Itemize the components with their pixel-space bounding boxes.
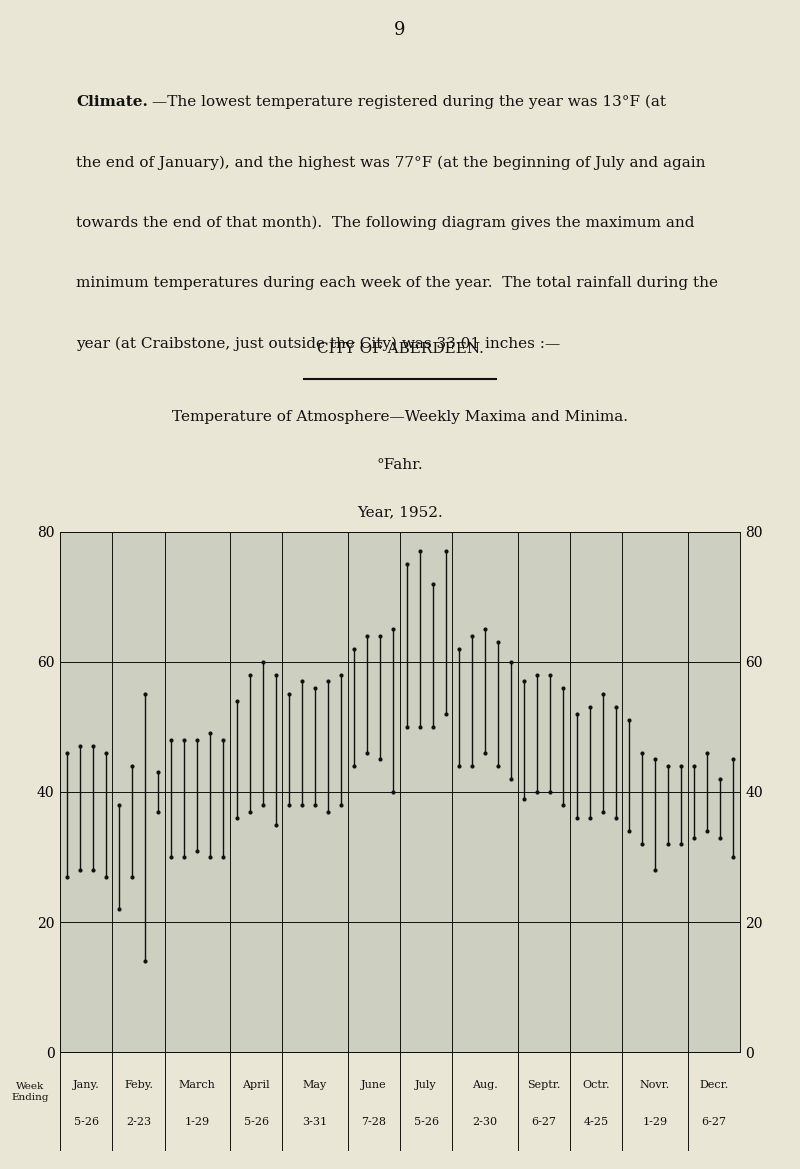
Text: 4-25: 4-25 [583, 1116, 609, 1127]
Text: 5-26: 5-26 [74, 1116, 98, 1127]
Text: the end of January), and the highest was 77°F (at the beginning of July and agai: the end of January), and the highest was… [76, 155, 706, 170]
Text: Climate.: Climate. [76, 95, 148, 109]
Text: 6-27: 6-27 [702, 1116, 726, 1127]
Text: Week
Ending: Week Ending [11, 1081, 49, 1102]
Text: 1-29: 1-29 [185, 1116, 210, 1127]
Text: 3-31: 3-31 [302, 1116, 327, 1127]
Text: Jany.: Jany. [73, 1080, 99, 1090]
Text: 5-26: 5-26 [414, 1116, 438, 1127]
Text: °Fahr.: °Fahr. [377, 458, 423, 471]
Text: Octr.: Octr. [582, 1080, 610, 1090]
Text: Temperature of Atmosphere—Weekly Maxima and Minima.: Temperature of Atmosphere—Weekly Maxima … [172, 410, 628, 424]
Text: Aug.: Aug. [472, 1080, 498, 1090]
Text: May: May [303, 1080, 327, 1090]
Text: Novr.: Novr. [640, 1080, 670, 1090]
Text: towards the end of that month).  The following diagram gives the maximum and: towards the end of that month). The foll… [76, 215, 694, 230]
Text: 1-29: 1-29 [642, 1116, 667, 1127]
Text: 2-30: 2-30 [473, 1116, 498, 1127]
Text: Year, 1952.: Year, 1952. [357, 505, 443, 519]
Text: June: June [361, 1080, 386, 1090]
Text: —The lowest temperature registered during the year was 13°F (at: —The lowest temperature registered durin… [152, 95, 666, 109]
Text: 9: 9 [394, 21, 406, 39]
Text: year (at Craibstone, just outside the City) was 33·01 inches :—: year (at Craibstone, just outside the Ci… [76, 337, 560, 351]
Text: Decr.: Decr. [699, 1080, 729, 1090]
Text: 2-23: 2-23 [126, 1116, 151, 1127]
Text: Septr.: Septr. [527, 1080, 561, 1090]
Text: April: April [242, 1080, 270, 1090]
Text: CITY OF ABERDEEN.: CITY OF ABERDEEN. [317, 343, 483, 355]
Text: 6-27: 6-27 [531, 1116, 556, 1127]
Text: March: March [179, 1080, 216, 1090]
Text: 7-28: 7-28 [362, 1116, 386, 1127]
Text: 5-26: 5-26 [243, 1116, 269, 1127]
Text: July: July [415, 1080, 437, 1090]
Text: minimum temperatures during each week of the year.  The total rainfall during th: minimum temperatures during each week of… [76, 276, 718, 290]
Text: Feby.: Feby. [124, 1080, 153, 1090]
